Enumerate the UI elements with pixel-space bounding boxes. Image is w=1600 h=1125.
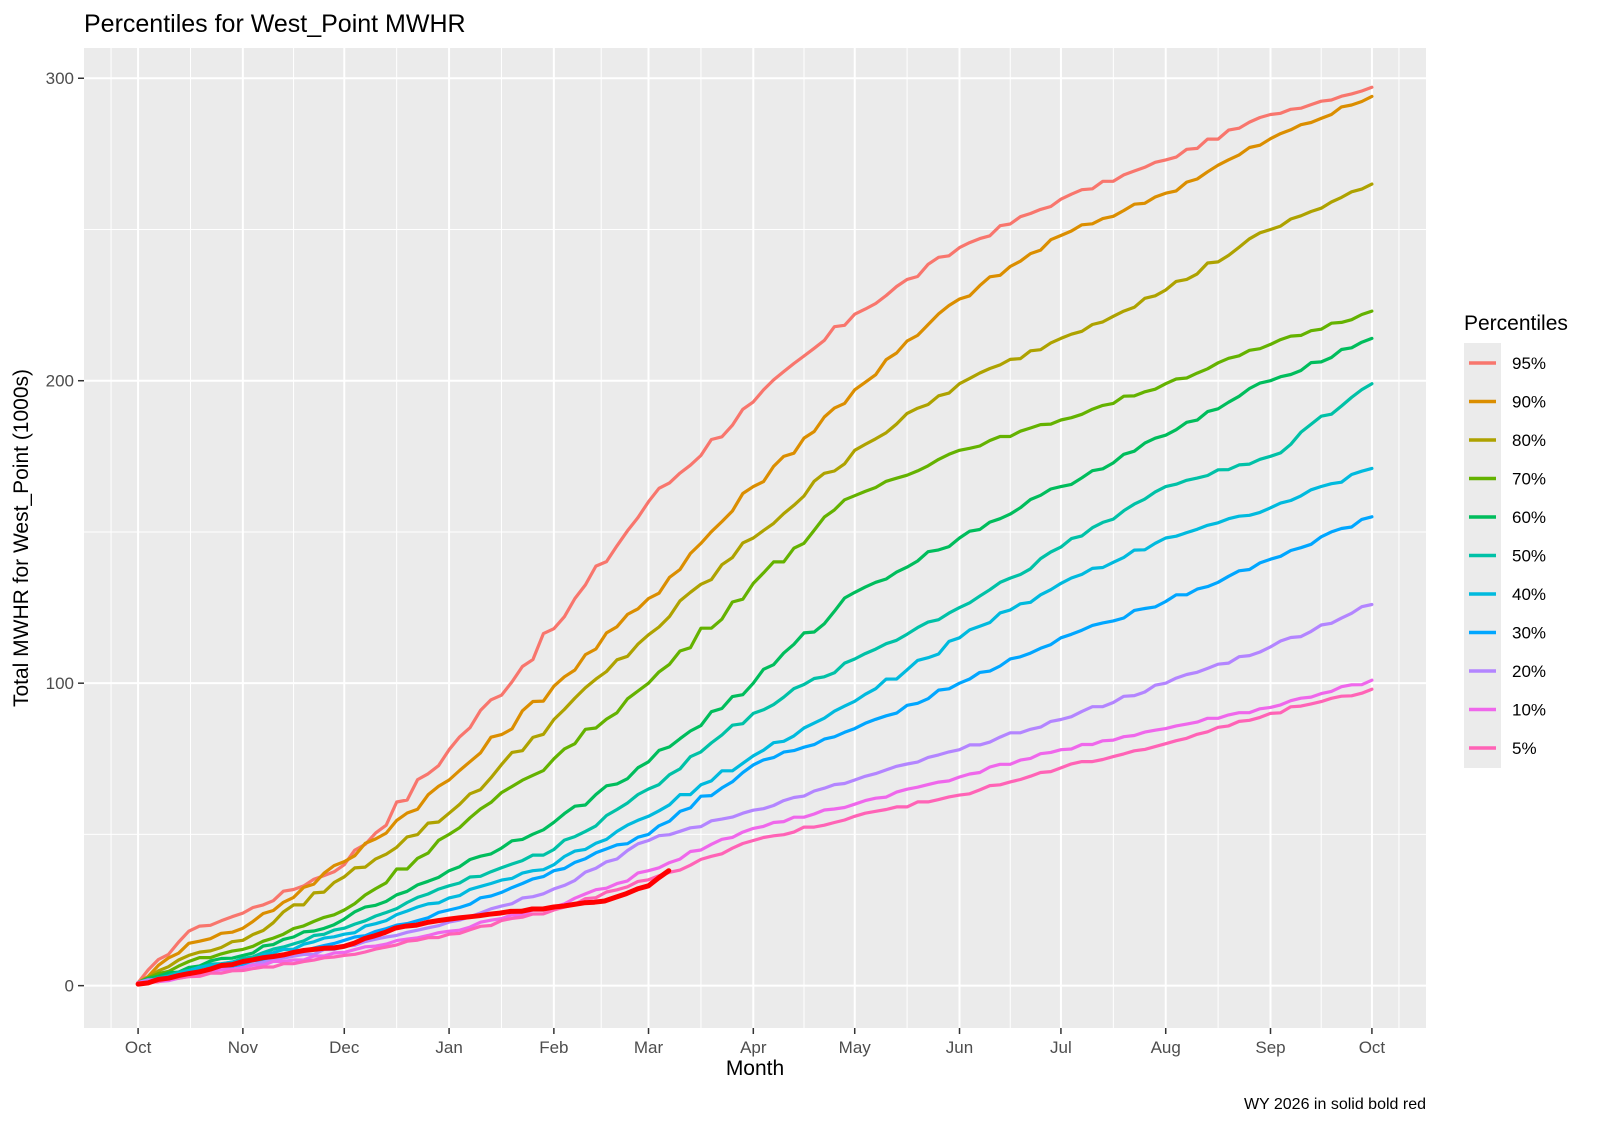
x-tick-label: Feb [539,1038,568,1057]
legend-label: 30% [1512,624,1546,643]
legend-title: Percentiles [1464,312,1568,335]
legend-label: 10% [1512,701,1546,720]
x-axis-label: Month [726,1057,784,1080]
legend-label: 5% [1512,739,1537,758]
legend: Percentiles 95% 90% 80% 70% 60% 50% 40% 30% 20% 1… [1464,312,1568,768]
series-line-5pct [136,687,1374,985]
series-line-60pct [136,336,1374,985]
series-line-80pct [136,182,1374,985]
y-tick-label: 0 [65,977,74,996]
legend-label: 20% [1512,662,1546,681]
x-tick-label: Jul [1050,1038,1072,1057]
series-line-10pct [136,678,1374,985]
legend-label: 70% [1512,470,1546,489]
y-tick-label: 100 [46,674,74,693]
legend-label: 80% [1512,431,1546,450]
x-tick-label: Jun [946,1038,973,1057]
series-line-40pct [136,466,1374,985]
series-layer [135,85,1374,987]
legend-label: 95% [1512,354,1546,373]
x-tick-label: May [839,1038,872,1057]
x-tick-label: Aug [1151,1038,1181,1057]
minor-gridlines [84,48,1426,1028]
legend-items: 95% 90% 80% 70% 60% 50% 40% 30% 20% 10% 5% [1469,354,1546,758]
y-tick-label: 200 [46,372,74,391]
legend-label: 60% [1512,508,1546,527]
y-axis-label: Total MWHR for West_Point (1000s) [10,369,33,707]
x-tick-label: Oct [125,1038,152,1057]
legend-label: 90% [1512,393,1546,412]
x-tick-label: Apr [740,1038,767,1057]
legend-label: 40% [1512,585,1546,604]
y-axis: 0 100 200 300 [46,69,84,996]
x-tick-label: Mar [634,1038,664,1057]
series-line-90pct [136,94,1374,985]
chart-caption: WY 2026 in solid bold red [1244,1096,1426,1113]
x-tick-label: Sep [1255,1038,1285,1057]
x-tick-label: Dec [329,1038,360,1057]
x-axis: Oct Nov Dec Jan Feb Mar Apr May Jun Jul Aug Sep Oct [125,1028,1386,1057]
x-tick-label: Oct [1359,1038,1386,1057]
series-line-70pct [136,309,1374,985]
chart-title: Percentiles for West_Point MWHR [84,10,466,38]
current-year-line [135,868,672,987]
y-tick-label: 300 [46,69,74,88]
series-line-30pct [136,515,1374,985]
x-tick-label: Nov [228,1038,259,1057]
x-tick-label: Jan [435,1038,462,1057]
legend-label: 50% [1512,547,1546,566]
series-line-50pct [136,382,1374,985]
series-line-95pct [136,85,1374,985]
